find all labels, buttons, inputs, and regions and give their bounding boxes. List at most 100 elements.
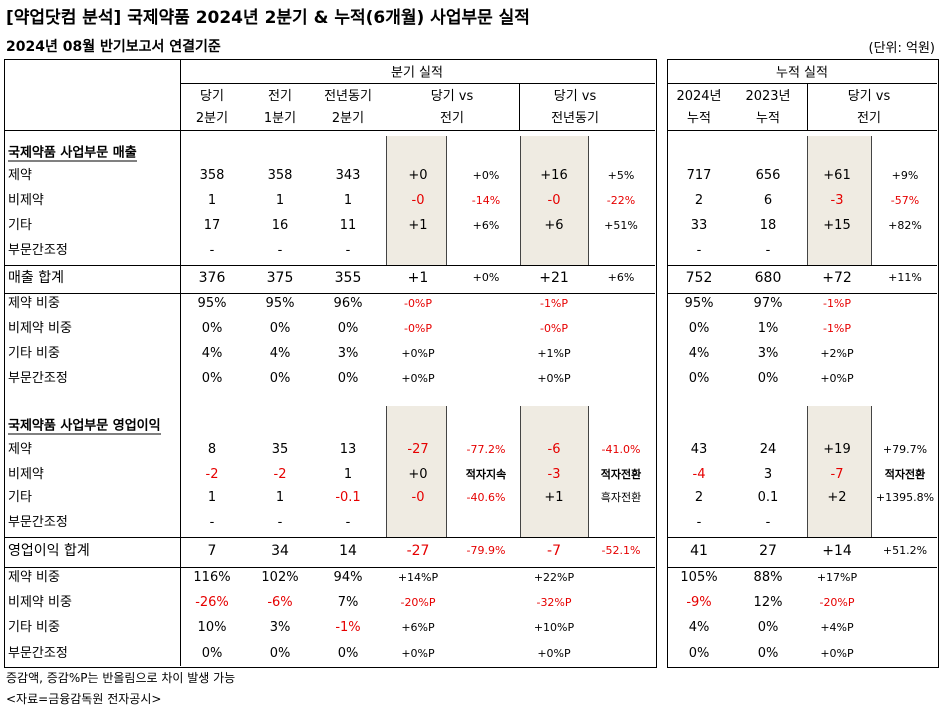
data-cell: - <box>765 243 771 258</box>
data-cell: 34 <box>271 543 289 559</box>
quarterly-panel <box>4 59 657 668</box>
data-cell: 1 <box>275 193 285 208</box>
column-header-yoy_q: 전년동기 2분기 <box>324 86 372 130</box>
data-cell: 0% <box>269 371 291 386</box>
data-cell: 95% <box>265 296 295 311</box>
data-cell: -3 <box>830 193 844 208</box>
column-header-line: 1분기 <box>263 111 297 126</box>
data-cell: +16 <box>540 168 568 183</box>
data-cell: 358 <box>199 168 225 183</box>
report-subtitle: 2024년 08월 반기보고서 연결기준 <box>6 39 221 55</box>
data-cell: +51.2% <box>882 544 928 557</box>
data-cell: 2 <box>694 193 704 208</box>
data-cell: -32%P <box>536 596 572 609</box>
source-note: <자료=금융감독원 전자공시> <box>6 692 162 706</box>
data-cell: +2%P <box>820 347 854 360</box>
data-cell: +0%P <box>401 372 435 385</box>
data-cell: +0% <box>472 271 500 284</box>
data-cell: -22% <box>606 194 636 207</box>
column-header-line: 2023년 <box>745 89 791 104</box>
data-cell: +15 <box>823 218 851 233</box>
data-cell: 0% <box>201 646 223 661</box>
header-divider <box>667 130 937 131</box>
section-title-text: 국제약품 사업부문 영업이익 <box>8 418 161 435</box>
row-label: 부문간조정 <box>8 515 68 530</box>
data-cell: - <box>765 515 771 530</box>
data-cell: -14% <box>471 194 501 207</box>
data-cell: 96% <box>333 296 363 311</box>
row-label: 기타 <box>8 218 32 233</box>
data-cell: 35 <box>271 442 289 457</box>
data-cell: 27 <box>759 543 777 559</box>
data-cell: +19 <box>823 442 851 457</box>
column-divider <box>180 265 181 293</box>
row-label: 제약 비중 <box>8 296 60 311</box>
data-cell: 16 <box>271 218 289 233</box>
data-cell: 33 <box>690 218 708 233</box>
data-cell: 355 <box>334 270 362 286</box>
data-cell: 적자전환 <box>600 468 642 481</box>
data-cell: +6 <box>544 218 564 233</box>
data-cell: +11% <box>888 271 922 284</box>
data-cell: -1%P <box>822 322 852 335</box>
data-cell: -79.9% <box>466 544 506 557</box>
column-header-line: 당기 vs <box>430 89 474 104</box>
row-label: 제약 비중 <box>8 570 60 585</box>
data-cell: - <box>277 515 283 530</box>
data-cell: 0% <box>337 371 359 386</box>
row-label: 기타 비중 <box>8 346 60 361</box>
data-cell: -57% <box>890 194 920 207</box>
column-divider <box>180 537 181 567</box>
data-cell: +1395.8% <box>875 491 935 504</box>
data-cell: 11 <box>339 218 357 233</box>
data-cell: +51% <box>604 219 638 232</box>
data-cell: +14%P <box>397 571 439 584</box>
data-cell: - <box>696 243 702 258</box>
data-cell: +2 <box>827 490 847 505</box>
row-label: 부문간조정 <box>8 371 68 386</box>
data-cell: -20%P <box>400 596 436 609</box>
data-cell: 1 <box>343 467 353 482</box>
section-title: 국제약품 사업부문 매출 <box>8 142 137 162</box>
data-cell: -7 <box>547 543 561 559</box>
data-cell: -3 <box>547 467 561 482</box>
data-cell: 102% <box>261 570 299 585</box>
data-cell: 3% <box>337 346 359 361</box>
data-cell: 2 <box>694 490 704 505</box>
data-cell: - <box>209 243 215 258</box>
data-cell: -1% <box>335 620 361 635</box>
column-divider <box>180 59 181 666</box>
column-header-line: 2분기 <box>331 111 365 126</box>
data-cell: -0 <box>547 193 561 208</box>
data-cell: +0 <box>408 467 428 482</box>
highlight-column <box>520 136 589 265</box>
data-cell: +0%P <box>820 647 854 660</box>
data-cell: 95% <box>684 296 714 311</box>
cumulative-panel <box>667 59 939 668</box>
data-cell: 0% <box>688 371 710 386</box>
total-row-border <box>4 265 655 266</box>
row-label: 매출 합계 <box>8 270 64 286</box>
data-cell: -6% <box>267 595 293 610</box>
data-cell: 1 <box>207 490 217 505</box>
data-cell: -1%P <box>539 297 569 310</box>
row-label: 영업이익 합계 <box>8 543 90 559</box>
footnote: 증감액, 증감%P는 반올림으로 차이 발생 가능 <box>6 671 236 685</box>
data-cell: 0% <box>757 646 779 661</box>
data-cell: 3% <box>269 620 291 635</box>
data-cell: -0 <box>411 490 425 505</box>
column-header-line: 2분기 <box>195 111 229 126</box>
data-cell: +6% <box>607 271 635 284</box>
data-cell: +17%P <box>816 571 858 584</box>
data-cell: +1%P <box>537 347 571 360</box>
data-cell: 1% <box>757 321 779 336</box>
highlight-column <box>520 406 589 537</box>
data-cell: +5% <box>607 169 635 182</box>
data-cell: +1 <box>408 218 428 233</box>
data-cell: -0.1 <box>335 490 361 505</box>
data-cell: -26% <box>195 595 229 610</box>
data-cell: 88% <box>753 570 783 585</box>
data-cell: -7 <box>830 467 844 482</box>
highlight-column <box>807 406 872 537</box>
data-cell: +72 <box>822 270 852 286</box>
